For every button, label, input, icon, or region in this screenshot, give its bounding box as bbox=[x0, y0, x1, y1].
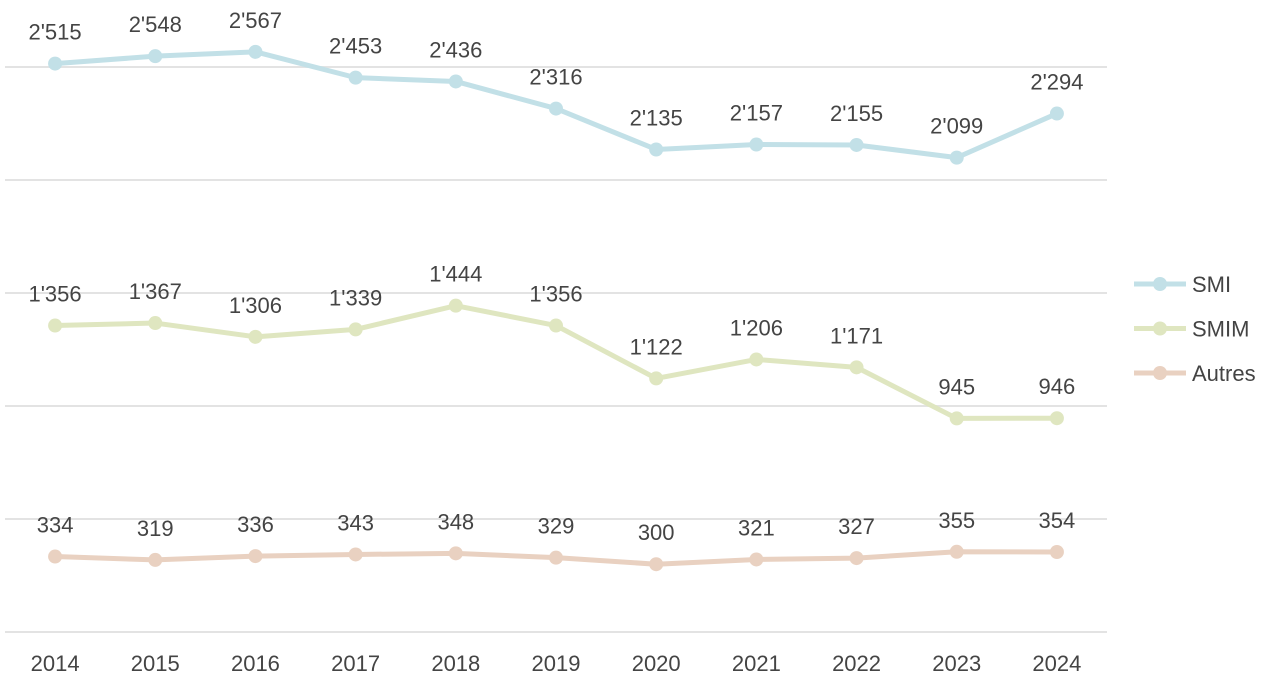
data-label: 1'444 bbox=[429, 262, 482, 287]
data-label: 327 bbox=[838, 514, 875, 539]
data-point bbox=[1049, 106, 1064, 121]
data-label: 2'436 bbox=[429, 37, 482, 62]
x-tick-label: 2023 bbox=[932, 651, 981, 676]
x-tick-label: 2014 bbox=[31, 651, 80, 676]
data-label: 343 bbox=[337, 510, 374, 535]
data-point bbox=[448, 298, 463, 313]
x-tick-label: 2021 bbox=[732, 651, 781, 676]
data-point bbox=[448, 74, 463, 89]
data-point bbox=[348, 322, 363, 337]
x-tick-label: 2020 bbox=[632, 651, 681, 676]
data-label: 1'339 bbox=[329, 285, 382, 310]
data-point bbox=[348, 70, 363, 85]
data-label: 1'122 bbox=[630, 334, 683, 359]
legend-swatch-dot bbox=[1153, 277, 1167, 291]
data-point bbox=[949, 411, 964, 426]
data-point bbox=[1049, 544, 1064, 559]
data-label: 1'356 bbox=[29, 282, 82, 307]
data-point bbox=[48, 549, 63, 564]
data-label: 2'453 bbox=[329, 34, 382, 59]
x-tick-label: 2024 bbox=[1032, 651, 1081, 676]
data-label: 2'135 bbox=[630, 105, 683, 130]
x-tick-label: 2019 bbox=[532, 651, 581, 676]
legend-swatch-dot bbox=[1153, 321, 1167, 336]
data-point bbox=[448, 546, 463, 561]
data-label: 319 bbox=[137, 516, 174, 541]
data-label: 2'157 bbox=[730, 101, 783, 126]
data-point bbox=[148, 49, 163, 64]
data-point bbox=[649, 142, 664, 157]
data-point bbox=[849, 137, 864, 152]
data-label: 2'099 bbox=[930, 114, 983, 139]
data-point bbox=[749, 352, 764, 367]
data-label: 1'306 bbox=[229, 293, 282, 318]
x-tick-label: 2016 bbox=[231, 651, 280, 676]
data-point bbox=[549, 318, 563, 333]
x-tick-label: 2018 bbox=[431, 651, 480, 676]
legend-swatch-dot bbox=[1153, 366, 1167, 380]
x-tick-label: 2022 bbox=[832, 651, 881, 676]
data-point bbox=[949, 544, 964, 559]
data-label: 2'316 bbox=[529, 65, 582, 90]
data-label: 329 bbox=[538, 514, 575, 539]
data-label: 2'515 bbox=[29, 20, 82, 45]
data-point bbox=[549, 550, 563, 565]
data-label: 946 bbox=[1039, 374, 1076, 399]
data-label: 2'567 bbox=[229, 8, 282, 33]
data-label: 354 bbox=[1039, 508, 1076, 533]
data-point bbox=[949, 150, 964, 165]
data-label: 321 bbox=[738, 515, 775, 540]
data-point bbox=[248, 44, 263, 59]
data-label: 945 bbox=[938, 374, 975, 399]
data-label: 2'548 bbox=[129, 12, 182, 37]
data-point bbox=[348, 547, 363, 562]
data-point bbox=[48, 56, 63, 71]
data-point bbox=[649, 371, 664, 386]
legend-label: SMI bbox=[1192, 272, 1231, 297]
data-label: 348 bbox=[437, 509, 474, 534]
data-point bbox=[248, 549, 263, 564]
data-label: 2'294 bbox=[1030, 70, 1083, 95]
data-point bbox=[549, 101, 563, 116]
data-point bbox=[148, 552, 163, 567]
data-point bbox=[849, 551, 864, 566]
data-point bbox=[248, 329, 263, 344]
data-label: 336 bbox=[237, 512, 274, 537]
data-point bbox=[649, 557, 664, 572]
data-label: 1'206 bbox=[730, 315, 783, 340]
data-label: 1'367 bbox=[129, 279, 182, 304]
data-point bbox=[48, 318, 63, 333]
data-point bbox=[749, 137, 764, 152]
data-label: 1'356 bbox=[529, 282, 582, 307]
data-label: 1'171 bbox=[830, 323, 883, 348]
data-point bbox=[1049, 411, 1064, 426]
data-point bbox=[849, 360, 864, 375]
data-label: 2'155 bbox=[830, 101, 883, 126]
legend-label: Autres bbox=[1192, 361, 1256, 386]
data-point bbox=[749, 552, 764, 567]
data-label: 334 bbox=[37, 513, 74, 538]
x-tick-label: 2015 bbox=[131, 651, 180, 676]
legend-label: SMIM bbox=[1192, 317, 1249, 342]
x-tick-label: 2017 bbox=[331, 651, 380, 676]
data-point bbox=[148, 316, 163, 331]
data-label: 355 bbox=[938, 508, 975, 533]
data-label: 300 bbox=[638, 520, 675, 545]
